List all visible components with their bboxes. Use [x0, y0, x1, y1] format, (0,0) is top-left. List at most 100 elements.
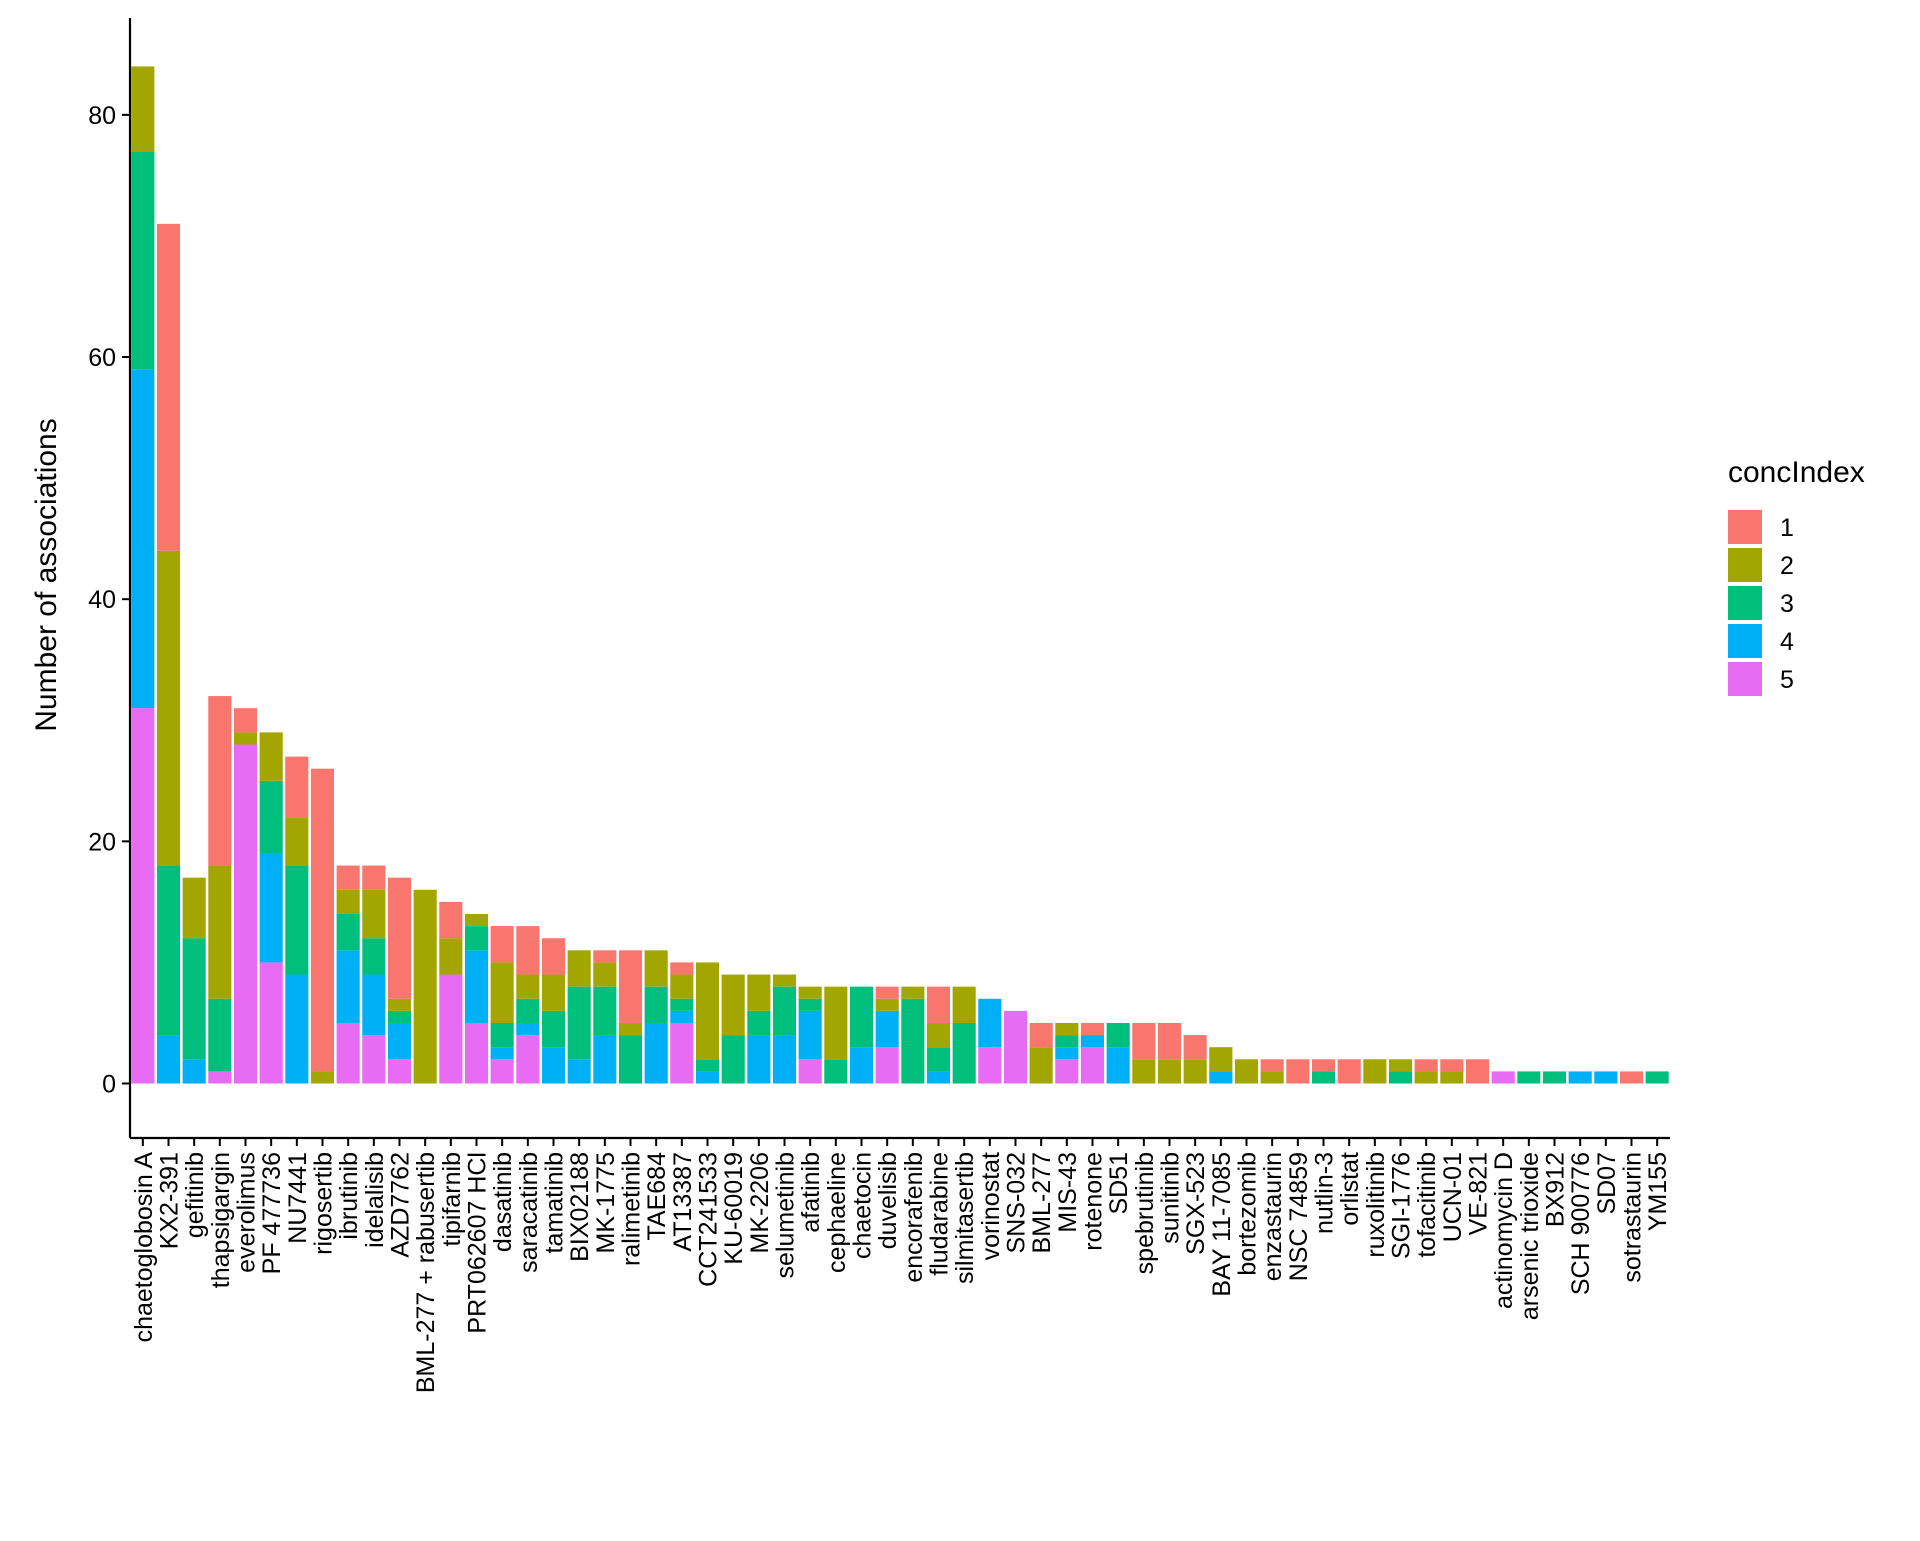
legend-swatch — [1728, 510, 1762, 544]
bar-segment — [336, 889, 360, 914]
bar-segment — [1568, 1071, 1592, 1084]
bar-segment — [387, 1010, 412, 1023]
bar-segment — [1388, 1071, 1413, 1084]
bar-segment — [1132, 1059, 1156, 1084]
bar-segment — [747, 974, 771, 1011]
bar-segment — [926, 1022, 951, 1048]
x-tick-label: arsenic trioxide — [1516, 1152, 1544, 1320]
bar-segment — [336, 865, 360, 890]
x-tick-label: enzastaurin — [1259, 1152, 1287, 1281]
bar-segment — [567, 1059, 591, 1084]
x-tick-label: BIX02188 — [566, 1152, 594, 1262]
x-tick-label: cephaeline — [823, 1152, 851, 1273]
bar-segment — [1183, 1059, 1207, 1084]
y-tick-label: 80 — [88, 102, 116, 130]
bar-segment — [1003, 1010, 1028, 1084]
x-tick-label: actinomycin D — [1490, 1152, 1518, 1309]
bar-segment — [156, 223, 181, 551]
bar-segment — [1157, 1022, 1182, 1060]
bar-segment — [1337, 1059, 1361, 1084]
bar-segment — [772, 974, 797, 987]
bar-segment — [387, 877, 412, 999]
bar-segment — [182, 1059, 206, 1084]
x-tick-label: UCN-01 — [1439, 1152, 1467, 1242]
bar-segment — [233, 744, 258, 1084]
bar-segment — [208, 998, 232, 1072]
bar-segment — [490, 1022, 514, 1048]
bar-segment — [208, 865, 232, 999]
bar-segment — [490, 1059, 514, 1084]
x-tick-label: NU7441 — [284, 1152, 312, 1244]
bar-segment — [1055, 1022, 1079, 1036]
legend-title: concIndex — [1728, 456, 1865, 489]
bar-segment — [233, 732, 258, 745]
bar-segment — [824, 986, 848, 1060]
x-tick-label: PF 477736 — [258, 1152, 286, 1274]
bar-segment — [1440, 1071, 1464, 1084]
bar-segment — [439, 974, 463, 1084]
bar-segment — [1055, 1059, 1079, 1084]
x-tick-label: SGX-523 — [1182, 1152, 1210, 1255]
x-tick-label: silmitasertib — [951, 1152, 979, 1284]
bar-segment — [362, 865, 386, 890]
bar-segment — [926, 1071, 951, 1084]
legend-label: 1 — [1780, 514, 1794, 542]
bar-segment — [1080, 1047, 1105, 1084]
x-tick-label: BX912 — [1542, 1152, 1570, 1227]
y-tick-label: 60 — [88, 344, 116, 372]
x-tick-label: encorafenib — [900, 1152, 928, 1283]
bar-segment — [901, 986, 925, 999]
bar-segment — [362, 974, 386, 1036]
bar-segment — [541, 974, 566, 1011]
bar-segment — [285, 974, 309, 1084]
x-tick-label: PRT062607 HCl — [464, 1152, 492, 1334]
bar-segment — [1209, 1047, 1233, 1072]
bar-segment — [926, 1047, 951, 1072]
x-tick-label: SD07 — [1593, 1152, 1621, 1215]
bar-segment — [1286, 1059, 1310, 1084]
x-tick-label: chaetoglobosin A — [130, 1152, 158, 1343]
bar-segment — [336, 914, 360, 951]
x-tick-label: thapsigargin — [207, 1152, 235, 1288]
bar-segment — [824, 1059, 848, 1084]
bar-segment — [516, 926, 540, 975]
bar-segment — [1440, 1059, 1464, 1072]
bar-segment — [439, 938, 463, 975]
x-tick-label: MK-2206 — [746, 1152, 774, 1253]
bar-segment — [644, 950, 668, 987]
bar-segment — [259, 853, 283, 963]
bar-segment — [464, 914, 489, 927]
bar-segment — [618, 1035, 643, 1084]
bar-segment — [156, 1035, 181, 1084]
bar-segment — [285, 865, 309, 975]
legend-swatch — [1728, 548, 1762, 582]
bar-segment — [1517, 1071, 1541, 1084]
bar-segment — [772, 986, 797, 1036]
bar-segment — [1414, 1071, 1438, 1084]
x-tick-label: SGI-1776 — [1388, 1152, 1416, 1259]
bar-segment — [1106, 1022, 1130, 1048]
bar-segment — [1491, 1071, 1515, 1084]
bar-segment — [259, 732, 283, 781]
bar-segment — [978, 1047, 1002, 1084]
bar-segment — [310, 1071, 335, 1084]
bar-segment — [464, 950, 489, 1023]
legend-swatch — [1728, 586, 1762, 620]
x-tick-label: ruxolitinib — [1362, 1152, 1390, 1258]
bar-segment — [1106, 1047, 1130, 1084]
x-tick-label: selumetinib — [772, 1152, 800, 1278]
x-tick-label: TAE684 — [643, 1152, 671, 1241]
x-tick-label: KX2-391 — [156, 1152, 184, 1249]
legend: concIndex 1 2 3 4 5 — [1728, 456, 1865, 696]
x-tick-label: idelalisib — [361, 1152, 389, 1248]
x-tick-label: AT13387 — [669, 1152, 697, 1252]
bar-segment — [259, 780, 283, 854]
bar-segment — [413, 889, 437, 1084]
bar-segment — [1363, 1059, 1387, 1084]
bar-segment — [464, 1022, 489, 1084]
x-tick-label: KU-60019 — [720, 1152, 748, 1265]
bar-segment — [695, 1071, 720, 1084]
bar-segment — [695, 962, 720, 1060]
